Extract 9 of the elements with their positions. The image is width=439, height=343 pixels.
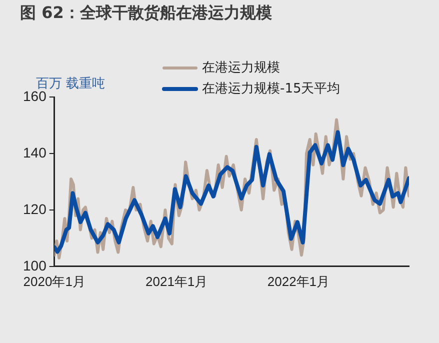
x-tick-label: 2022年1月 <box>267 274 330 289</box>
y-tick-label: 120 <box>23 200 47 217</box>
y-tick-label: 140 <box>23 144 47 160</box>
legend-label: 在港运力规模 <box>202 60 280 76</box>
legend-label: 在港运力规模-15天平均 <box>202 81 340 96</box>
chart-title: 图 62：全球干散货船在港运力规模 <box>20 2 272 22</box>
y-tick-label: 100 <box>23 257 47 274</box>
x-tick-label: 2020年1月 <box>23 274 86 289</box>
x-tick-label: 2021年1月 <box>146 274 208 289</box>
